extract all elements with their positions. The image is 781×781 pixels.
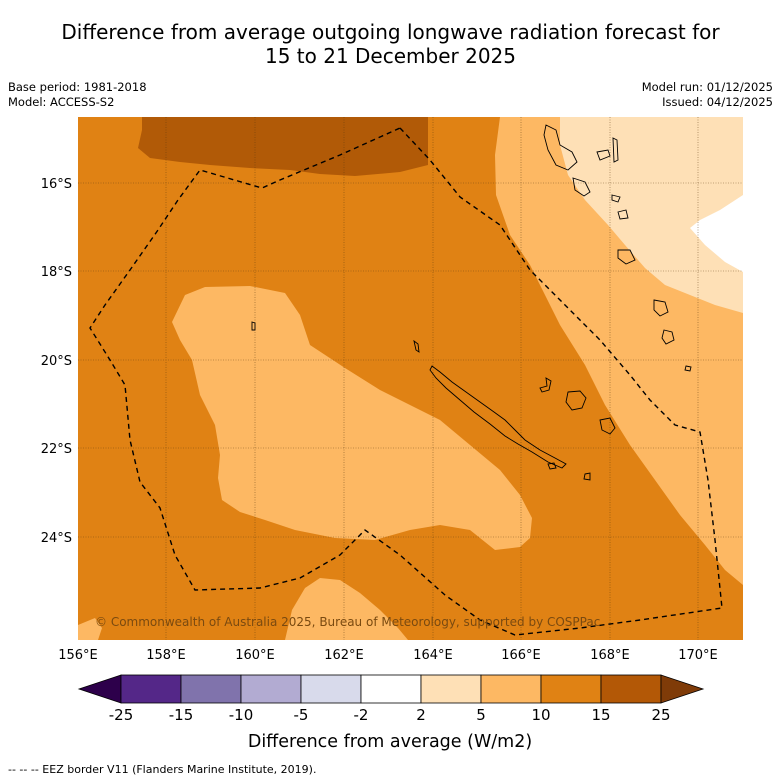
eez-footnote: -- -- -- EEZ border V11 (Flanders Marine… [8,763,317,776]
colorbar-extend-low [77,674,122,704]
vanuatu-erromango [617,249,636,265]
ouvea-island [539,377,552,393]
lon-label: 158°E [146,648,186,663]
isle-of-pines [547,462,557,470]
new-caledonia-island [429,365,567,469]
chart-title: Difference from average outgoing longwav… [0,20,781,68]
lon-label: 164°E [413,648,453,663]
lon-label: 168°E [590,648,630,663]
vanuatu-aneityum [661,329,675,345]
colorbar-tick-label: 25 [651,706,670,724]
issued-date: Issued: 04/12/2025 [662,95,773,109]
lat-label: 18°S [41,265,72,280]
colorbar-segment [300,674,362,704]
colorbar-extend-high [660,674,705,704]
band-neutral-east [690,195,743,272]
vanuatu-espiritu-santo [543,124,578,171]
model-name: Model: ACCESS-S2 [8,95,115,109]
vanuatu-malekula [572,177,591,197]
lon-label: 162°E [324,648,364,663]
colorbar-segment [420,674,482,704]
colorbar-segment [480,674,542,704]
lon-label: 160°E [235,648,275,663]
belep-islands [413,339,420,353]
lon-label: 156°E [58,648,98,663]
lon-label: 170°E [678,648,718,663]
model-run: Model run: 01/12/2025 [641,80,773,94]
vanuatu-pentecost [612,137,619,163]
walpole-island [583,472,591,481]
loyalty-small-island [684,365,692,372]
lifou-island [565,390,587,411]
colorbar-segment [240,674,302,704]
colorbar-tick-label: 10 [531,706,550,724]
title-line-2: 15 to 21 December 2025 [264,44,516,68]
colorbar-segment [120,674,182,704]
colorbar-tick-label: 2 [416,706,426,724]
band-5-10-southwest [78,618,102,640]
lat-label: 20°S [41,354,72,369]
colorbar-title: Difference from average (W/m2) [248,732,532,752]
vanuatu-efate [617,209,629,220]
lat-label: 16°S [41,177,72,192]
colorbar-tick-label: -15 [169,706,194,724]
metadata-left: Base period: 1981-2018 Model: ACCESS-S2 [8,80,147,110]
gridlines [78,117,743,640]
colorbar-segment [540,674,602,704]
base-period: Base period: 1981-2018 [8,80,147,94]
vanuatu-epi [611,194,621,203]
lat-label: 24°S [41,531,72,546]
band-5-10-central [172,286,532,550]
colorbar-tick-label: -10 [229,706,254,724]
map-area: © Commonwealth of Australia 2025, Bureau… [78,117,743,640]
band-2-5-northeast [560,117,743,313]
vanuatu-ambae [596,149,611,161]
lon-label: 166°E [501,648,541,663]
chesterfield-islet [251,321,256,331]
title-line-1: Difference from average outgoing longwav… [61,20,720,44]
colorbar-tick-label: -5 [294,706,309,724]
eez-border [89,127,723,636]
metadata-right: Model run: 01/12/2025 Issued: 04/12/2025 [642,80,773,110]
colorbar: -25 -15 -10 -5 -2 2 5 10 15 25 [77,674,705,724]
colorbar-tick-label: 5 [476,706,486,724]
band-15-25-north [138,117,428,176]
mare-island [599,417,616,435]
coastlines [251,124,692,481]
colorbar-tick-label: -2 [354,706,369,724]
colorbar-tick-label: 15 [591,706,610,724]
colorbar-segment [360,674,422,704]
lat-label: 22°S [41,442,72,457]
band-5-10-south [285,578,408,640]
vanuatu-tanna [653,299,669,317]
copyright-notice: © Commonwealth of Australia 2025, Bureau… [95,615,600,629]
colorbar-segment [180,674,242,704]
colorbar-tick-label: -25 [109,706,134,724]
colorbar-segment [600,674,662,704]
